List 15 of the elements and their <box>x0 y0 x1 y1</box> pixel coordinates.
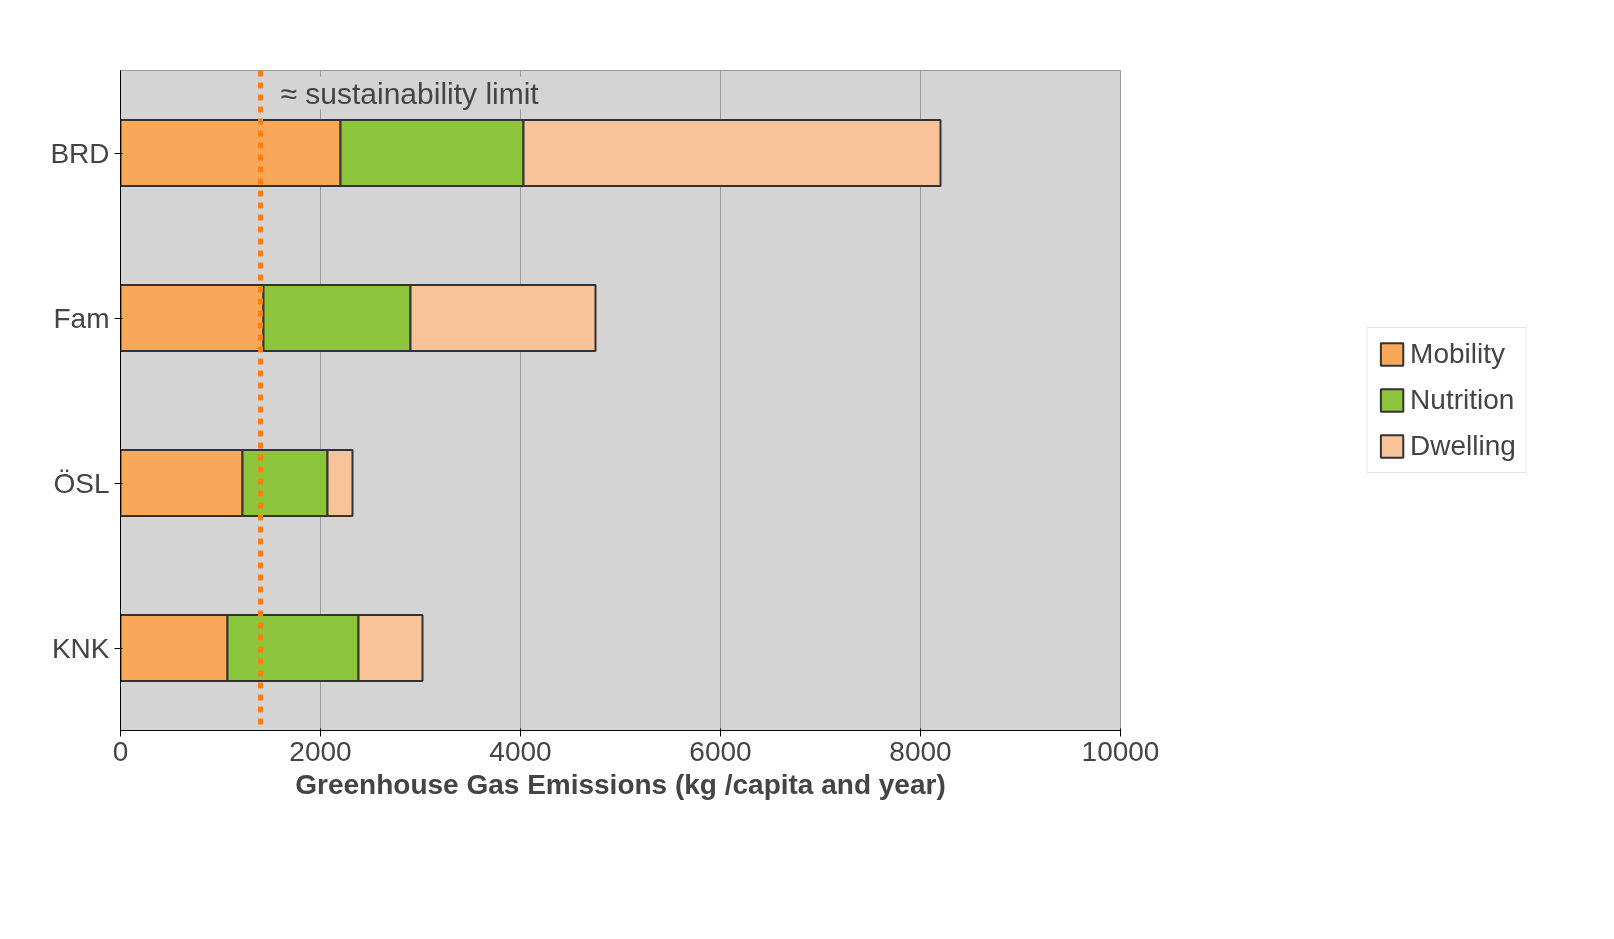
legend-label: Nutrition <box>1410 384 1515 416</box>
x-tick-label: 4000 <box>489 735 552 767</box>
legend-label: Dwelling <box>1410 430 1516 462</box>
x-tick-label: 10000 <box>1081 735 1160 767</box>
ref-line-label: ≈ sustainability limit <box>280 76 540 110</box>
legend-label: Mobility <box>1410 338 1506 370</box>
x-tick-label: 8000 <box>889 735 952 767</box>
x-tick-label: 6000 <box>689 735 752 767</box>
y-tick-label: KNK <box>51 632 110 664</box>
y-tick-label: BRD <box>50 137 110 169</box>
x-tick-label: 2000 <box>289 735 352 767</box>
x-tick-label: 0 <box>112 735 129 767</box>
y-tick-label: ÖSL <box>53 467 110 499</box>
x-axis-title: Greenhouse Gas Emissions (kg /capita and year) <box>295 768 946 800</box>
y-tick-label: Fam <box>53 302 110 334</box>
